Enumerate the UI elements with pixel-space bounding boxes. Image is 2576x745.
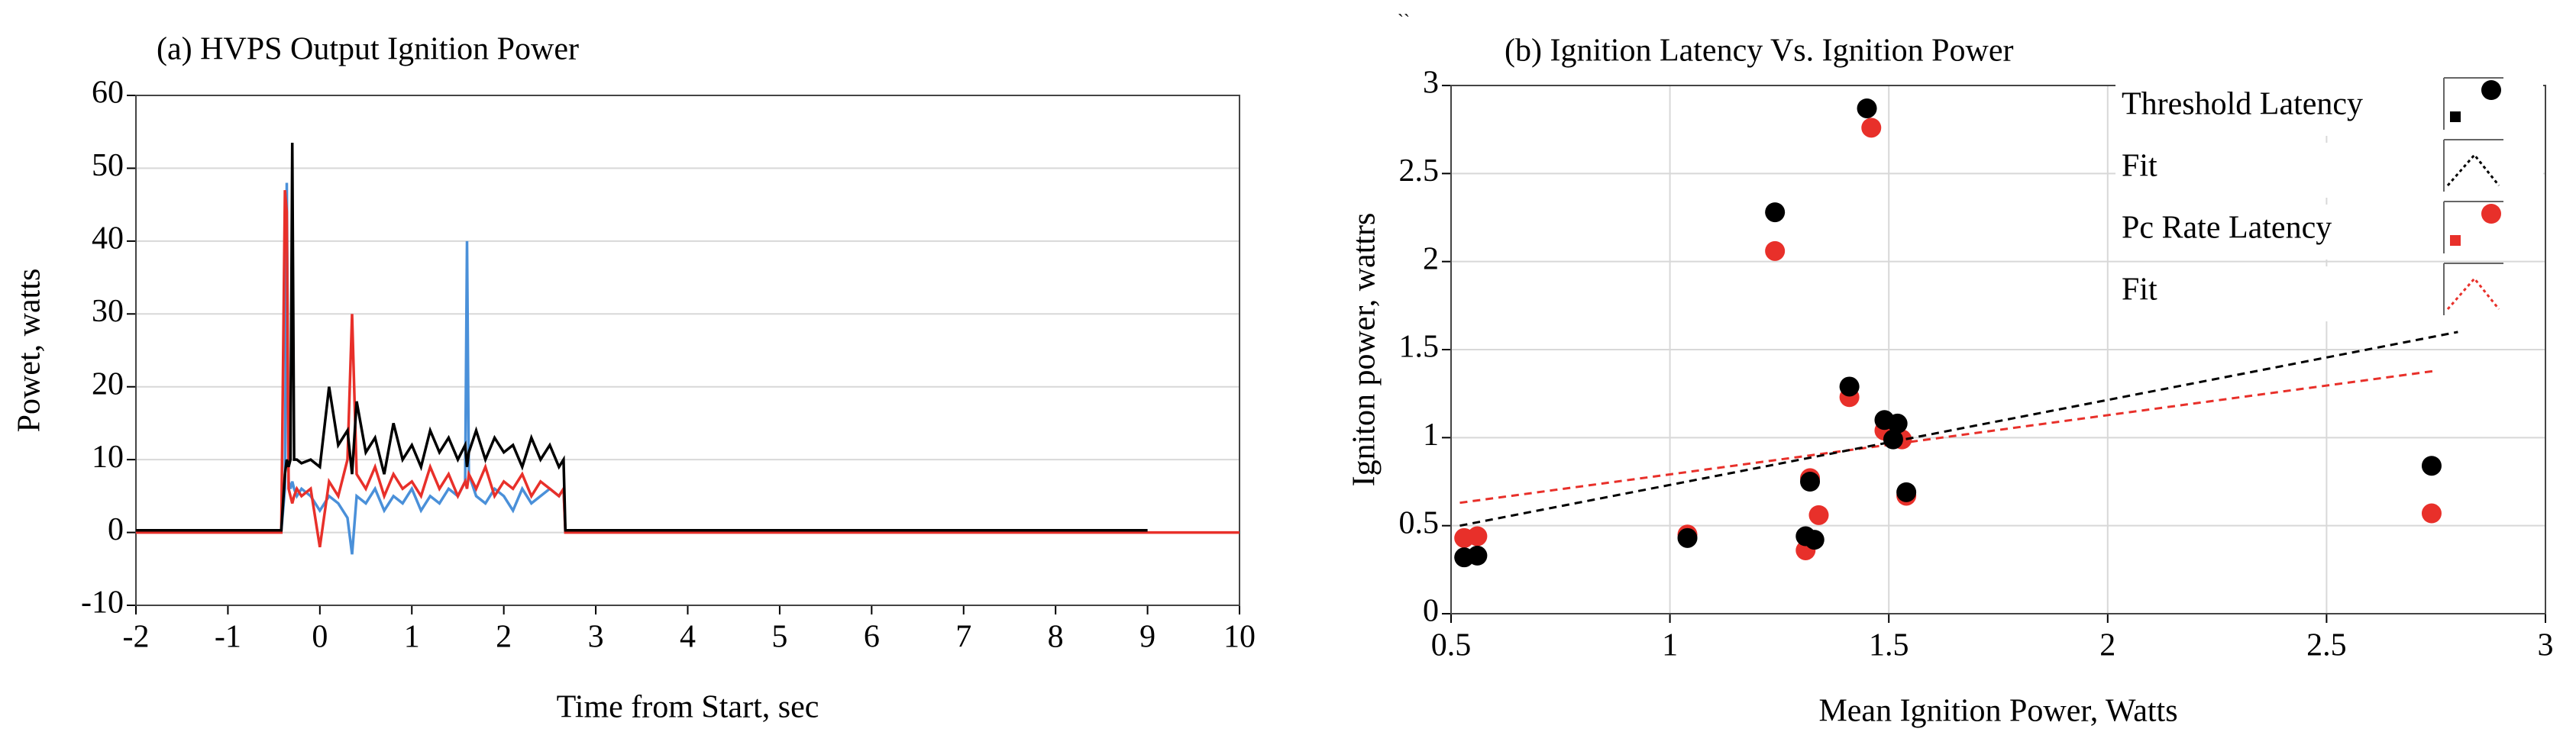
x-tick-label: 8 bbox=[1048, 620, 1064, 655]
chart: (b) Ignition Latency Vs. Ignition Power `… bbox=[1347, 12, 2554, 729]
chart: (a) HVPS Output Ignition Power Time from … bbox=[12, 32, 1256, 725]
x-tick-label: 9 bbox=[1139, 620, 1155, 655]
legend-icon-frame bbox=[2443, 139, 2503, 192]
x-tick-label: 2.5 bbox=[2306, 628, 2347, 663]
legend-label: Fit bbox=[2122, 149, 2157, 184]
y-tick-label: 60 bbox=[92, 76, 124, 111]
y-tick-label: 2 bbox=[1423, 241, 1439, 276]
y-tick-label: -10 bbox=[81, 585, 124, 621]
data-point bbox=[1467, 545, 1488, 566]
legend-bg bbox=[2115, 266, 2543, 321]
x-tick-label: 3 bbox=[588, 620, 604, 655]
legend-icon-frame bbox=[2443, 201, 2503, 253]
y-tick-label: 1 bbox=[1423, 418, 1439, 453]
y-tick-label: 0 bbox=[108, 512, 124, 547]
data-line bbox=[136, 189, 1240, 547]
x-tick-label: 2 bbox=[496, 620, 512, 655]
legend-icon-frame bbox=[2443, 77, 2503, 130]
x-tick-label: 4 bbox=[680, 620, 696, 655]
fit-line bbox=[1459, 369, 2436, 505]
data-point bbox=[1839, 376, 1860, 397]
y-tick-label: 20 bbox=[92, 366, 124, 402]
data-point bbox=[2421, 456, 2442, 476]
legend-bg bbox=[2115, 143, 2543, 198]
y-tick-label: 1.5 bbox=[1399, 330, 1440, 365]
y-axis-label: Igniton power, wattrs bbox=[1347, 213, 1382, 487]
data-point bbox=[1808, 505, 1829, 525]
legend-label: Threshold Latency bbox=[2122, 87, 2363, 122]
y-tick-label: 30 bbox=[92, 294, 124, 329]
x-tick-label: 6 bbox=[864, 620, 880, 655]
chart-title: (b) Ignition Latency Vs. Ignition Power bbox=[1505, 34, 2013, 69]
legend: Threshold Latency Fit Pc Rate Latency Fit bbox=[2115, 77, 2543, 321]
legend-label: Fit bbox=[2122, 273, 2157, 308]
data-point bbox=[1765, 240, 1786, 261]
legend-icon bbox=[2450, 111, 2461, 122]
y-tick-label: 2.5 bbox=[1399, 153, 1440, 189]
data-point bbox=[1765, 202, 1786, 223]
chart-title: (a) HVPS Output Ignition Power bbox=[157, 32, 579, 67]
data-line bbox=[136, 142, 1148, 532]
x-tick-label: 1.5 bbox=[1869, 628, 1909, 663]
data-point bbox=[1896, 482, 1917, 502]
y-tick-label: 3 bbox=[1423, 66, 1439, 101]
data-point bbox=[1857, 98, 1877, 118]
plot-frame bbox=[135, 95, 1240, 606]
y-tick-label: 10 bbox=[92, 440, 124, 475]
x-tick-label: -2 bbox=[123, 620, 150, 655]
data-point bbox=[1467, 526, 1488, 547]
x-axis-label: Time from Start, sec bbox=[557, 690, 819, 725]
y-tick-label: 50 bbox=[92, 148, 124, 183]
y-axis-label: Powet, watts bbox=[12, 269, 47, 433]
x-tick-label: 5 bbox=[771, 620, 787, 655]
y-tick-label: 40 bbox=[92, 221, 124, 256]
legend-bg bbox=[2115, 205, 2543, 260]
data-line bbox=[136, 182, 1148, 555]
data-point bbox=[1887, 413, 1908, 434]
legend-icon-frame bbox=[2443, 263, 2503, 315]
legend-icon bbox=[2446, 153, 2500, 186]
data-point bbox=[1883, 429, 1903, 450]
x-tick-label: 7 bbox=[955, 620, 971, 655]
legend-label: Pc Rate Latency bbox=[2122, 211, 2332, 246]
x-tick-label: 1 bbox=[404, 620, 420, 655]
annotation: `` bbox=[1398, 12, 1410, 32]
data-point bbox=[1677, 527, 1698, 548]
data-point bbox=[2421, 503, 2442, 524]
x-tick-label: 0 bbox=[312, 620, 328, 655]
x-tick-label: 2 bbox=[2099, 628, 2115, 663]
data-point bbox=[1800, 472, 1821, 492]
data-point bbox=[1861, 118, 1882, 138]
y-tick-label: 0 bbox=[1423, 594, 1439, 629]
legend-icon bbox=[2446, 276, 2500, 310]
legend-icon bbox=[2450, 235, 2461, 246]
y-tick-label: 0.5 bbox=[1399, 505, 1440, 540]
fit-line bbox=[1459, 331, 2458, 527]
legend-icon bbox=[2481, 80, 2501, 100]
x-tick-label: -1 bbox=[215, 620, 241, 655]
plot-frame bbox=[1450, 85, 2546, 614]
data-point bbox=[1804, 530, 1825, 550]
x-tick-label: 0.5 bbox=[1431, 628, 1472, 663]
legend-icon bbox=[2481, 204, 2501, 224]
x-axis-label: Mean Ignition Power, Watts bbox=[1818, 694, 2177, 729]
x-tick-label: 3 bbox=[2538, 628, 2554, 663]
x-tick-label: 1 bbox=[1662, 628, 1678, 663]
x-tick-label: 10 bbox=[1223, 620, 1256, 655]
legend-bg bbox=[2115, 81, 2543, 136]
